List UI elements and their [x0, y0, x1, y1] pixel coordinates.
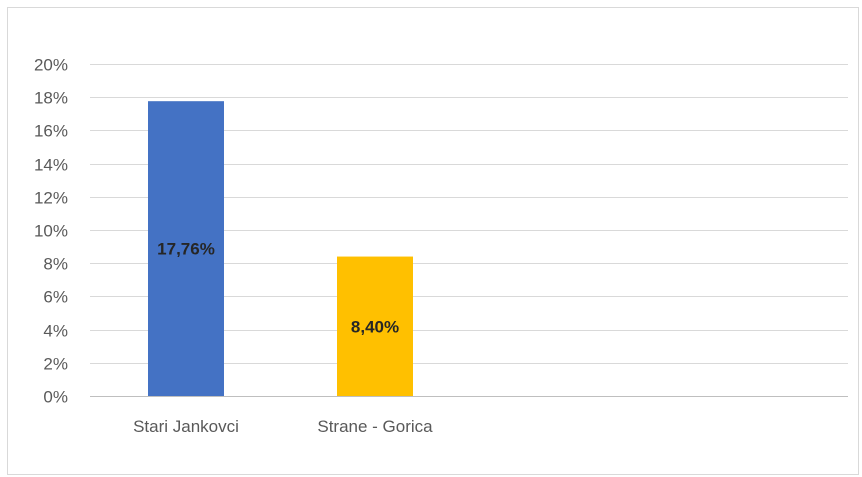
y-tick-label: 10%: [34, 222, 68, 241]
y-tick-label: 6%: [43, 288, 68, 307]
y-axis-tick-labels: 0% 2% 4% 6% 8% 10% 12% 14% 16% 18% 20%: [34, 56, 68, 407]
y-tick-label: 4%: [43, 322, 68, 341]
y-tick-label: 16%: [34, 122, 68, 141]
data-label: 17,76%: [157, 240, 215, 259]
y-tick-label: 18%: [34, 89, 68, 108]
x-axis-category-labels: Stari Jankovci Strane - Gorica: [133, 417, 433, 436]
y-tick-label: 12%: [34, 189, 68, 208]
bar: [148, 101, 224, 397]
bar: [337, 256, 413, 396]
category-label: Stari Jankovci: [133, 417, 239, 436]
y-tick-label: 8%: [43, 255, 68, 274]
y-tick-label: 2%: [43, 355, 68, 374]
y-tick-label: 0%: [43, 388, 68, 407]
y-tick-label: 14%: [34, 156, 68, 175]
bars: [148, 101, 413, 397]
category-label: Strane - Gorica: [317, 417, 433, 436]
y-tick-label: 20%: [34, 56, 68, 75]
data-labels: 17,76% 8,40%: [157, 240, 399, 337]
data-label: 8,40%: [351, 317, 399, 336]
